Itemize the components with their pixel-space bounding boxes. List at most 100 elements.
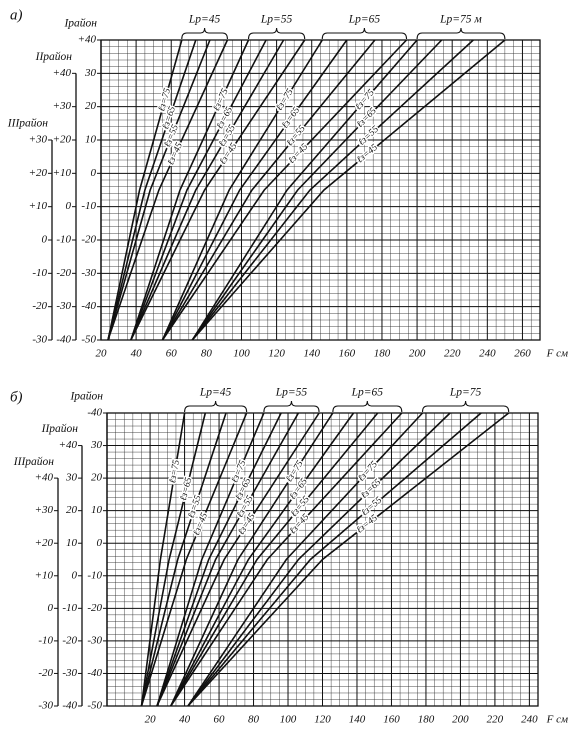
y-tick-label: 0 <box>42 234 48 246</box>
y-tick-label: -20 <box>32 300 47 312</box>
x-tick-label: 60 <box>214 714 226 726</box>
y-tick-label: -30 <box>56 300 71 312</box>
y-tick-label: -30 <box>62 667 77 679</box>
curve <box>140 412 248 707</box>
x-tick-label: 240 <box>479 348 496 360</box>
y-tick-label: -30 <box>38 700 53 712</box>
x-tick-label: 20 <box>96 348 108 360</box>
y-tick-label: -20 <box>56 267 71 279</box>
y-tick-label: 20 <box>91 472 103 484</box>
x-tick-label: 40 <box>131 348 143 360</box>
y-axis-title: Iрайон <box>69 390 103 403</box>
curve <box>130 39 285 341</box>
y-tick-label: +40 <box>53 67 72 79</box>
x-tick-label: 240 <box>521 714 538 726</box>
y-tick-label: -40 <box>56 334 71 346</box>
y-tick-label: 30 <box>84 67 97 79</box>
y-axis-title: IIрайон <box>35 50 73 63</box>
curve <box>187 412 451 707</box>
y-tick-label: -30 <box>81 267 96 279</box>
group-bracket <box>247 27 306 40</box>
x-tick-label: 140 <box>303 348 320 360</box>
y-tick-label: -40 <box>87 667 102 679</box>
x-tick-label: 260 <box>514 348 531 360</box>
y-tick-label: +10 <box>29 200 48 212</box>
curve <box>130 39 306 341</box>
x-tick-label: 80 <box>201 348 213 360</box>
y-tick-label: 0 <box>91 167 97 179</box>
y-tick-label: +10 <box>35 569 54 581</box>
y-tick-label: +10 <box>53 167 72 179</box>
curve <box>187 412 482 707</box>
curve <box>161 39 376 341</box>
curve <box>170 412 403 707</box>
y-axis-title: IIрайон <box>41 422 79 435</box>
curve <box>191 39 443 341</box>
group-label: Lр=45 <box>188 14 221 26</box>
y-tick-label: 0 <box>48 602 54 614</box>
x-tick-label: 20 <box>145 714 157 726</box>
x-tick-label: 40 <box>179 714 191 726</box>
y-tick-label: 30 <box>90 439 103 451</box>
y-tick-label: 0 <box>66 200 72 212</box>
y-tick-label: -30 <box>32 334 47 346</box>
curve <box>107 39 183 341</box>
y-tick-label: +40 <box>78 34 97 46</box>
y-tick-label: -20 <box>38 667 53 679</box>
y-axis-title: IIIрайон <box>7 117 48 130</box>
y-tick-label: -10 <box>56 234 71 246</box>
curve <box>156 412 265 707</box>
y-tick-label: -30 <box>87 634 102 646</box>
panel-label: б) <box>10 389 23 405</box>
plot-frame <box>106 412 539 707</box>
curve <box>170 412 355 707</box>
y-tick-label: 0 <box>72 569 78 581</box>
y-tick-label: 0 <box>97 537 103 549</box>
x-tick-label: 120 <box>314 714 331 726</box>
x-tick-label: 120 <box>268 348 285 360</box>
curve <box>140 412 227 707</box>
group-bracket <box>321 27 408 40</box>
x-axis-label: F см <box>546 348 568 360</box>
curve <box>191 39 506 341</box>
curve <box>130 39 267 341</box>
y-tick-label: -40 <box>87 407 102 419</box>
group-label: Lр=65 <box>351 387 384 399</box>
x-tick-label: 80 <box>248 714 260 726</box>
group-bracket <box>416 27 506 40</box>
y-tick-label: 10 <box>66 537 78 549</box>
y-tick-label: -20 <box>81 234 96 246</box>
y-tick-label: -10 <box>32 267 47 279</box>
y-tick-label: -40 <box>62 700 77 712</box>
y-axis-title: Iрайон <box>63 17 97 30</box>
y-tick-label: 30 <box>65 472 78 484</box>
curve <box>107 39 229 341</box>
x-tick-label: 100 <box>233 348 250 360</box>
x-tick-label: 180 <box>374 348 391 360</box>
x-tick-label: 200 <box>452 714 469 726</box>
y-tick-label: -50 <box>87 700 102 712</box>
x-tick-label: 160 <box>383 714 400 726</box>
y-tick-label: +40 <box>35 472 54 484</box>
x-tick-label: 220 <box>444 348 461 360</box>
y-tick-label: +20 <box>35 537 54 549</box>
y-tick-label: +30 <box>35 504 54 516</box>
curve <box>107 39 211 341</box>
y-tick-label: +20 <box>53 134 72 146</box>
group-label: Lр=55 <box>260 14 293 26</box>
y-tick-label: 20 <box>66 504 78 516</box>
panel-label: а) <box>10 7 23 23</box>
y-tick-label: 10 <box>91 504 103 516</box>
group-label: Lр=55 <box>275 387 308 399</box>
x-tick-label: 100 <box>280 714 297 726</box>
curve <box>107 39 197 341</box>
curve <box>187 412 424 707</box>
curve <box>140 412 186 707</box>
curve <box>161 39 323 341</box>
y-tick-label: +40 <box>59 439 78 451</box>
curve <box>161 39 348 341</box>
y-tick-label: -50 <box>81 334 96 346</box>
group-bracket <box>263 400 320 413</box>
group-label: Lр=75 <box>449 387 482 399</box>
group-label: Lр=75 м <box>439 14 482 26</box>
